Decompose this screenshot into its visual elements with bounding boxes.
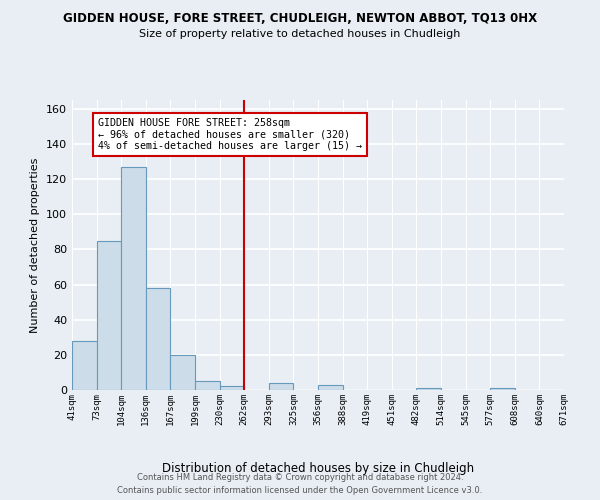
Y-axis label: Number of detached properties: Number of detached properties <box>31 158 40 332</box>
Bar <box>318 384 343 390</box>
Bar <box>490 388 515 390</box>
Bar <box>416 388 441 390</box>
Bar <box>97 240 121 390</box>
Bar <box>195 381 220 390</box>
Text: GIDDEN HOUSE, FORE STREET, CHUDLEIGH, NEWTON ABBOT, TQ13 0HX: GIDDEN HOUSE, FORE STREET, CHUDLEIGH, NE… <box>63 12 537 26</box>
Bar <box>72 341 97 390</box>
Text: GIDDEN HOUSE FORE STREET: 258sqm
← 96% of detached houses are smaller (320)
4% o: GIDDEN HOUSE FORE STREET: 258sqm ← 96% o… <box>98 118 362 151</box>
Text: Contains HM Land Registry data © Crown copyright and database right 2024.
Contai: Contains HM Land Registry data © Crown c… <box>118 474 482 495</box>
Bar <box>269 383 293 390</box>
Bar <box>220 386 244 390</box>
Bar <box>146 288 170 390</box>
Bar <box>121 167 146 390</box>
Text: Size of property relative to detached houses in Chudleigh: Size of property relative to detached ho… <box>139 29 461 39</box>
Text: Distribution of detached houses by size in Chudleigh: Distribution of detached houses by size … <box>162 462 474 475</box>
Bar <box>170 355 195 390</box>
